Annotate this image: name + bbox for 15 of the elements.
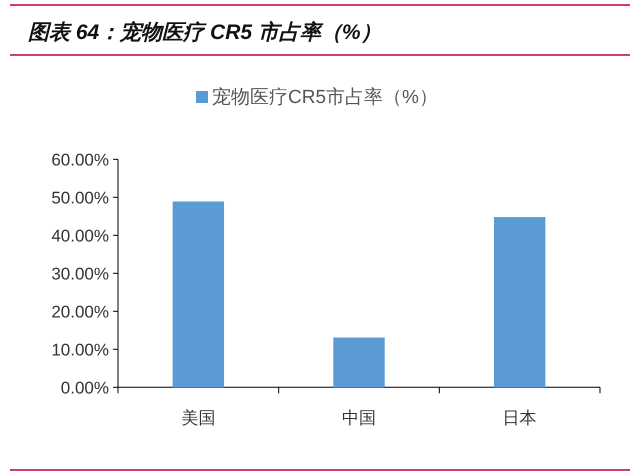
y-tick-label: 0.00%	[60, 378, 109, 398]
x-tick-label: 中国	[342, 408, 376, 428]
bar	[494, 217, 546, 388]
x-tick-label: 美国	[181, 408, 216, 428]
y-tick-label: 40.00%	[51, 226, 109, 246]
chart-title: 图表 64：宠物医疗 CR5 市占率（%）	[28, 20, 382, 44]
y-tick-label: 20.00%	[51, 302, 109, 322]
y-tick-label: 60.00%	[51, 150, 109, 170]
bar	[333, 338, 385, 388]
y-tick-label: 10.00%	[51, 340, 109, 360]
bar	[172, 201, 224, 388]
x-tick-label: 日本	[502, 408, 537, 428]
y-tick-label: 50.00%	[51, 188, 109, 208]
y-tick-label: 30.00%	[51, 264, 109, 284]
legend-label: 宠物医疗CR5市占率（%）	[212, 86, 438, 108]
